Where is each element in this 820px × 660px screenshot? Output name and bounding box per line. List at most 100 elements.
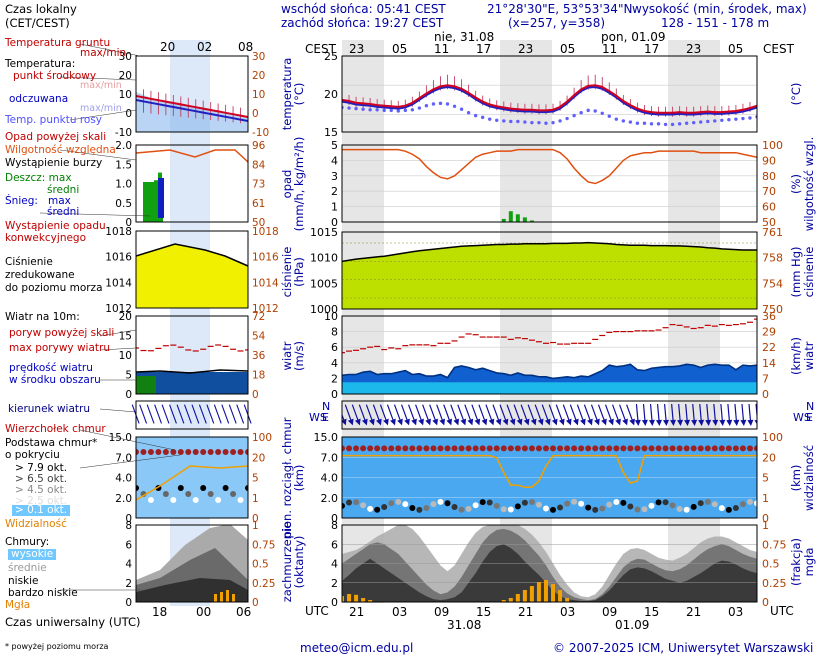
temp-sensed-label: odczuwana <box>9 93 69 105</box>
humidity-line <box>342 148 757 185</box>
legend-ytick-right: 0.25 <box>252 578 275 590</box>
wind-arrow-head <box>740 419 747 426</box>
cloud-base-dot <box>571 498 578 505</box>
clouds-rlabel: widzialność <box>802 445 816 511</box>
legend-ytick-left: 0 <box>125 513 132 525</box>
pressure-ylabel: ciśnienie <box>280 247 294 298</box>
legend-ytick-right: 1 <box>252 520 259 532</box>
cloud-base-dot <box>613 498 620 505</box>
cloud-top-dot <box>641 445 648 452</box>
wind-arrow-head <box>691 419 698 426</box>
night-band <box>668 40 720 603</box>
ytick-left: 20 <box>324 88 338 101</box>
fog-bar <box>515 594 520 602</box>
ytick-right: 20 <box>762 451 776 464</box>
legend-local-hour: 02 <box>197 40 212 54</box>
dew-point-dot <box>551 120 555 125</box>
dew-point-dot <box>396 109 400 113</box>
cloud-base-dot <box>486 499 493 506</box>
ytick-left: 15 <box>324 126 338 139</box>
wind-arrow-head <box>698 419 705 426</box>
email-link[interactable]: meteo@icm.edu.pl <box>300 641 414 655</box>
legend-leader-line <box>79 43 141 57</box>
ytick-left: 2 <box>331 577 338 590</box>
cloud-base-dot <box>620 499 627 506</box>
cloud-base-dot <box>634 506 641 513</box>
wind-arrow-head <box>551 418 558 426</box>
dew-point-dot <box>431 102 436 106</box>
cloud-top-dot <box>648 445 655 452</box>
ytick-left: 1010 <box>310 252 338 265</box>
cloud-base-dot <box>648 502 655 509</box>
cloud-top-dot <box>395 445 402 452</box>
cloud-base-dot <box>718 505 725 512</box>
cloud-top-dot <box>754 445 757 452</box>
fog-bar <box>361 598 366 602</box>
ytick-right: 1 <box>762 492 769 505</box>
ytick-right: 0.25 <box>762 577 787 590</box>
panel-frame <box>341 315 758 395</box>
wind-arrow-head <box>523 418 530 426</box>
ytick-left: 0 <box>331 388 338 401</box>
legend-ytick-left: 4.0 <box>115 473 132 485</box>
dew-point-dot <box>699 120 703 124</box>
temp-ylabel: temperatura <box>280 58 294 131</box>
cloud-base-dot <box>458 506 465 513</box>
precip-panel <box>342 148 757 222</box>
cloud-top-dot <box>739 445 746 452</box>
top-hour-label: 05 <box>728 42 743 56</box>
top-hour-label: 11 <box>602 42 617 56</box>
sunrise-text: wschód słońca: 05:41 CEST <box>281 2 446 16</box>
bottom-hour-label: 09 <box>434 605 449 619</box>
cloud-base-dot <box>655 499 662 506</box>
cloud-top-dot <box>711 445 718 452</box>
cloud-top-dot <box>472 445 479 452</box>
legend-wind-arrow <box>169 404 177 424</box>
bottom-hour-label: 21 <box>349 605 364 619</box>
dew-point-dot <box>579 111 583 115</box>
top-hour-label: 11 <box>434 42 449 56</box>
elevation-title: wysokość (min, środek, max) <box>632 2 807 16</box>
legend-ytick-left: 1018 <box>105 226 132 238</box>
dew-point-dot <box>635 121 640 125</box>
legend-cloud-base-dot <box>192 497 199 503</box>
bottom-hour-label: 09 <box>602 605 617 619</box>
cloud-base-dot <box>599 505 606 512</box>
legend-wind <box>136 344 248 394</box>
wind-arrow-head <box>580 418 586 426</box>
precip-runit: (%) <box>789 174 803 194</box>
temp-line <box>342 84 757 114</box>
top-hour-label: 05 <box>560 42 575 56</box>
ytick-right: 36 <box>762 310 776 323</box>
bottom-hour-label: 03 <box>728 605 743 619</box>
legend-leader-line <box>59 76 137 81</box>
temp-yunit-right: (°C) <box>789 83 803 106</box>
gust-above-label: poryw powyżej skali <box>9 327 115 339</box>
legend-cloud-base-dot <box>222 485 229 491</box>
cloud-base-dot <box>437 498 444 505</box>
ytick-right: 100 <box>762 431 783 444</box>
temperature-label: Temperatura: <box>5 58 76 70</box>
wind-arrow-head <box>601 418 607 426</box>
pressure-panel <box>342 241 757 309</box>
legend-sensed-line <box>136 99 248 122</box>
wind-arrow-head <box>361 418 368 426</box>
legend-clouds <box>136 437 248 518</box>
wind-arrow-head <box>594 418 600 426</box>
legend-cloud-base-dot <box>200 485 207 491</box>
dew-point-dot <box>488 117 492 121</box>
cloud-base-dot <box>493 502 500 509</box>
bottom-hour-label: 21 <box>518 605 533 619</box>
legend-ytick-left: 1012 <box>105 303 132 315</box>
dew-point-dot <box>720 118 724 123</box>
dew-point-dot <box>403 108 408 113</box>
cloud-base-label-2: o pokryciu <box>5 449 60 461</box>
temp-sensed-line <box>342 85 757 116</box>
grid-text: (x=257, y=358) <box>508 16 606 30</box>
ytick-left: 0 <box>331 512 338 525</box>
legend-leader-line <box>99 329 137 337</box>
dew-point-dot <box>586 108 590 113</box>
compass-e-right: E <box>806 411 813 424</box>
sunset-text: zachód słońca: 19:27 CEST <box>281 16 444 30</box>
dew-point-dot <box>565 116 569 121</box>
